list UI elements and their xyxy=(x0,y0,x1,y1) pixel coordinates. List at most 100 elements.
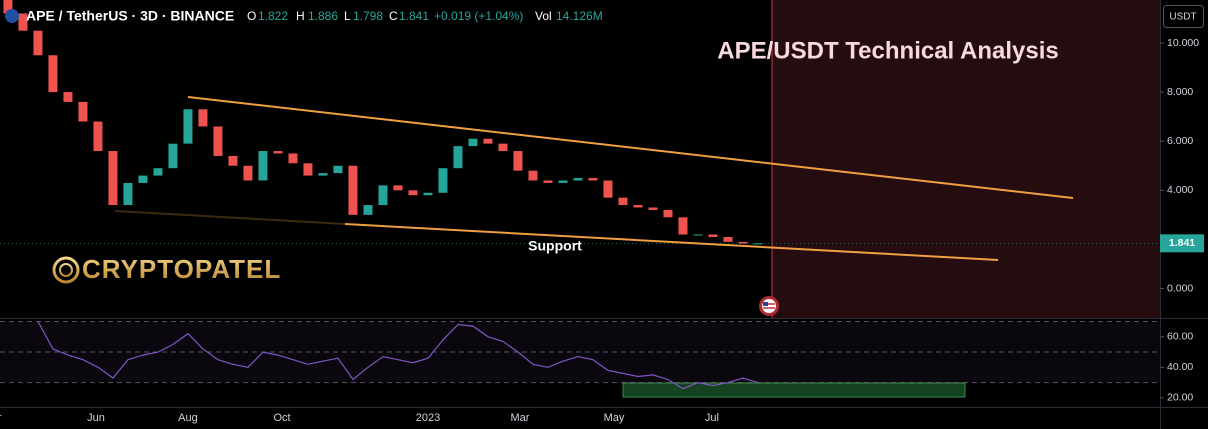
high-value: 1.886 xyxy=(308,9,338,23)
candle-body xyxy=(513,151,523,171)
y-tick-label: 10.000 xyxy=(1167,37,1199,49)
candle-body xyxy=(393,185,403,191)
candle-body xyxy=(588,178,598,181)
candle-body xyxy=(303,163,313,176)
low-value: 1.798 xyxy=(353,9,383,23)
candle-body xyxy=(3,0,13,14)
candle-body xyxy=(678,217,688,235)
candle-body xyxy=(738,241,748,244)
last-price-tag xyxy=(1160,234,1204,253)
candle-body xyxy=(288,153,298,164)
high-label: H xyxy=(296,9,305,23)
y-tick-label: 4.000 xyxy=(1167,184,1193,196)
y-tick-label: 8.000 xyxy=(1167,86,1193,98)
highlight-zone xyxy=(622,382,966,398)
open-label: O xyxy=(247,9,256,23)
x-tick-label: Oct xyxy=(273,412,290,424)
symbol-icon xyxy=(5,9,19,23)
future-zone xyxy=(772,0,1160,318)
symbol-title[interactable]: APE / TetherUS · 3D · BINANCE xyxy=(26,8,234,24)
candle-body xyxy=(453,146,463,169)
y-tick-label: 0.000 xyxy=(1167,282,1193,294)
candle-body xyxy=(213,126,223,156)
candle-body xyxy=(318,173,328,176)
candle-body xyxy=(363,205,373,215)
candle-body xyxy=(378,185,388,206)
volume-value: 14.126M xyxy=(556,9,603,23)
x-tick-label: May xyxy=(604,412,625,424)
candle-body xyxy=(723,236,733,242)
brand-logo: CRYPTOPATEL xyxy=(52,254,281,284)
candle-body xyxy=(123,182,133,206)
candle-body xyxy=(408,190,418,196)
analysis-title: APE/USDT Technical Analysis xyxy=(717,37,1058,64)
flag-canton xyxy=(763,302,768,306)
low-label: L xyxy=(344,9,351,23)
candle-body xyxy=(33,30,43,56)
logo-ring xyxy=(52,256,80,284)
rsi-line xyxy=(37,321,759,390)
candle-body xyxy=(333,165,343,174)
candle-body xyxy=(528,170,538,181)
x-tick-label: Apr xyxy=(0,412,2,424)
candle-body xyxy=(108,151,118,206)
candle-body xyxy=(633,205,643,208)
rsi-tick-label: 20.00 xyxy=(1167,392,1193,404)
close-value: 1.841 xyxy=(399,9,429,23)
currency-label[interactable]: USDT xyxy=(1169,12,1196,23)
candle-body xyxy=(468,138,478,147)
candle-body xyxy=(228,155,238,166)
candle-body xyxy=(63,92,73,102)
y-tick-label: 6.000 xyxy=(1167,135,1193,147)
candle-body xyxy=(663,209,673,218)
rsi-tick-label: 60.00 xyxy=(1167,331,1193,343)
candle-body xyxy=(168,143,178,169)
last-price-label: 1.841 xyxy=(1169,237,1195,249)
candle-body xyxy=(543,180,553,183)
x-tick-label: Aug xyxy=(178,412,198,424)
candle-body xyxy=(693,234,703,236)
candle-body xyxy=(483,138,493,144)
candle-body xyxy=(753,243,763,245)
candle-body xyxy=(48,55,58,93)
resistance-line xyxy=(187,96,1074,199)
open-value: 1.822 xyxy=(258,9,288,23)
logo-inner xyxy=(59,263,73,277)
candle-body xyxy=(603,180,613,198)
price-pane xyxy=(0,0,1160,245)
candle-body xyxy=(78,101,88,122)
currency-button[interactable] xyxy=(1163,5,1204,28)
candle-body xyxy=(423,192,433,196)
support-label: Support xyxy=(528,238,582,254)
candle-body xyxy=(93,121,103,152)
candle-body xyxy=(243,165,253,181)
volume-label: Vol xyxy=(535,9,552,23)
axes: Apr Jun Aug Oct 2023 Mar May Jul 0.000 4.000 6.000… xyxy=(0,37,1204,424)
close-label: C xyxy=(389,9,398,23)
x-tick-label: Jul xyxy=(705,412,719,424)
x-tick-label: Mar xyxy=(510,412,529,424)
x-tick-label: Jun xyxy=(87,412,105,424)
candle-body xyxy=(18,13,28,31)
candle-body xyxy=(138,175,148,183)
candle-body xyxy=(558,180,568,183)
candle-body xyxy=(348,165,358,215)
change-value: +0.019 (+1.04%) xyxy=(434,9,523,23)
support-line xyxy=(344,223,999,261)
event-icon[interactable] xyxy=(759,296,779,316)
candle-body xyxy=(573,178,583,181)
candle-body xyxy=(153,168,163,176)
brand-name: CRYPTOPATEL xyxy=(82,254,281,284)
candle-body xyxy=(648,207,658,210)
candle-body xyxy=(498,143,508,152)
rsi-pane xyxy=(0,321,1160,398)
candle-body xyxy=(438,168,448,193)
candle-body xyxy=(183,109,193,144)
support-line-old xyxy=(114,210,346,225)
candle-body xyxy=(198,109,208,127)
x-tick-label: 2023 xyxy=(416,412,440,424)
candle-body xyxy=(618,197,628,206)
candle-body xyxy=(273,151,283,154)
